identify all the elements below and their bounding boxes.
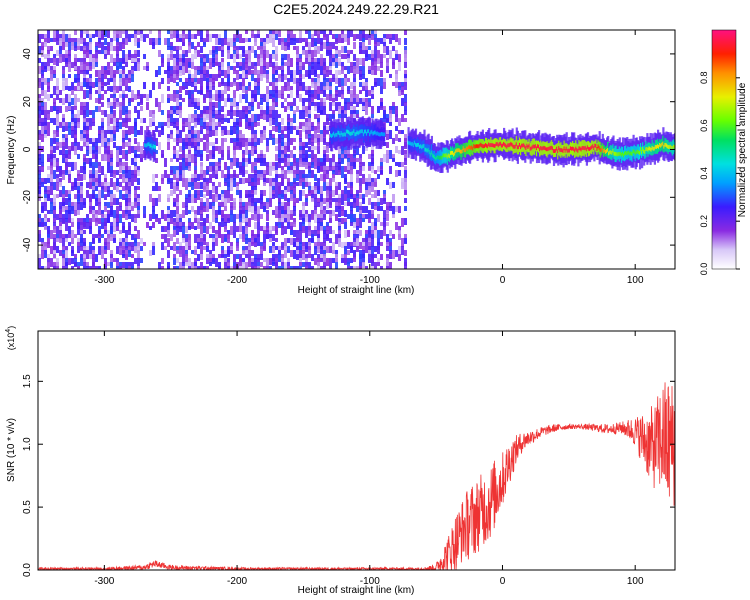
spectrogram-y-axis-label: Frequency (Hz) (6, 116, 17, 185)
figure-title: C2E5.2024.249.22.29.R21 (273, 1, 439, 17)
spectrogram-y-tick-label: 40 (22, 48, 33, 60)
snr-x-tick-label: 0 (500, 576, 506, 587)
snr-line (38, 382, 675, 570)
spectrogram-y-tick-label: -40 (22, 237, 33, 252)
colorbar-label: Normalized spectral amplitude (737, 82, 748, 217)
colorbar-gradient (711, 29, 737, 270)
snr-y-tick-label: 0.5 (22, 500, 33, 514)
colorbar-ticks: 0.0 0.2 0.4 0.6 0.8 (699, 72, 740, 276)
snr-x-tick-label: 100 (627, 576, 644, 587)
colorbar-tick-label: 0.0 (699, 263, 709, 276)
colorbar-tick-label: 0.4 (699, 167, 709, 180)
snr-y-multiplier-base: (x10 (6, 333, 16, 351)
snr-panel: -300 -200 -100 0 100 0.0 0.5 1.0 1.5 Height of s… (5, 326, 676, 596)
spectrogram-y-tick-label: 0 (22, 146, 33, 152)
spectrogram-frame (37, 29, 676, 270)
colorbar-tick-label: 0.8 (699, 72, 709, 85)
spectrogram-x-tick-label: -100 (360, 275, 380, 286)
spectrogram-x-axis-label: Height of straight line (km) (298, 285, 415, 296)
snr-x-tick-label: -100 (360, 576, 380, 587)
snr-frame (37, 330, 676, 571)
snr-y-axis-label: SNR (10 * v/v) (6, 418, 17, 482)
spectrogram-y-tick-label: -20 (22, 190, 33, 205)
colorbar-tick-label: 0.6 (699, 119, 709, 132)
snr-plot-area (38, 331, 675, 570)
spectrogram-noise (38, 30, 407, 269)
snr-y-tick-label: 1.0 (22, 437, 33, 451)
colorbar: 0.0 0.2 0.4 0.6 0.8 Normalized spectral ampl… (699, 29, 748, 276)
snr-y-multiplier: (x104) (5, 326, 16, 350)
spectrogram-y-tick-label: 20 (22, 96, 33, 108)
snr-axes: -300 -200 -100 0 100 0.0 0.5 1.0 1.5 (22, 331, 675, 587)
snr-y-tick-label: 1.5 (22, 374, 33, 388)
snr-y-multiplier-exp: 4 (5, 329, 12, 333)
colorbar-tick-label: 0.2 (699, 215, 709, 228)
spectrogram-signal-track (144, 116, 675, 173)
snr-x-tick-label: -200 (227, 576, 247, 587)
snr-y-tick-label: 0.0 (22, 563, 33, 577)
snr-x-tick-label: -300 (94, 576, 114, 587)
snr-x-axis-label: Height of straight line (km) (298, 585, 415, 596)
spectrogram-x-tick-label: -300 (94, 275, 114, 286)
spectrogram-x-tick-label: 100 (627, 275, 644, 286)
snr-series (38, 382, 675, 570)
spectrogram-x-tick-label: -200 (227, 275, 247, 286)
spectrogram-x-tick-label: 0 (500, 275, 506, 286)
spectrogram-heatmap (38, 30, 675, 269)
